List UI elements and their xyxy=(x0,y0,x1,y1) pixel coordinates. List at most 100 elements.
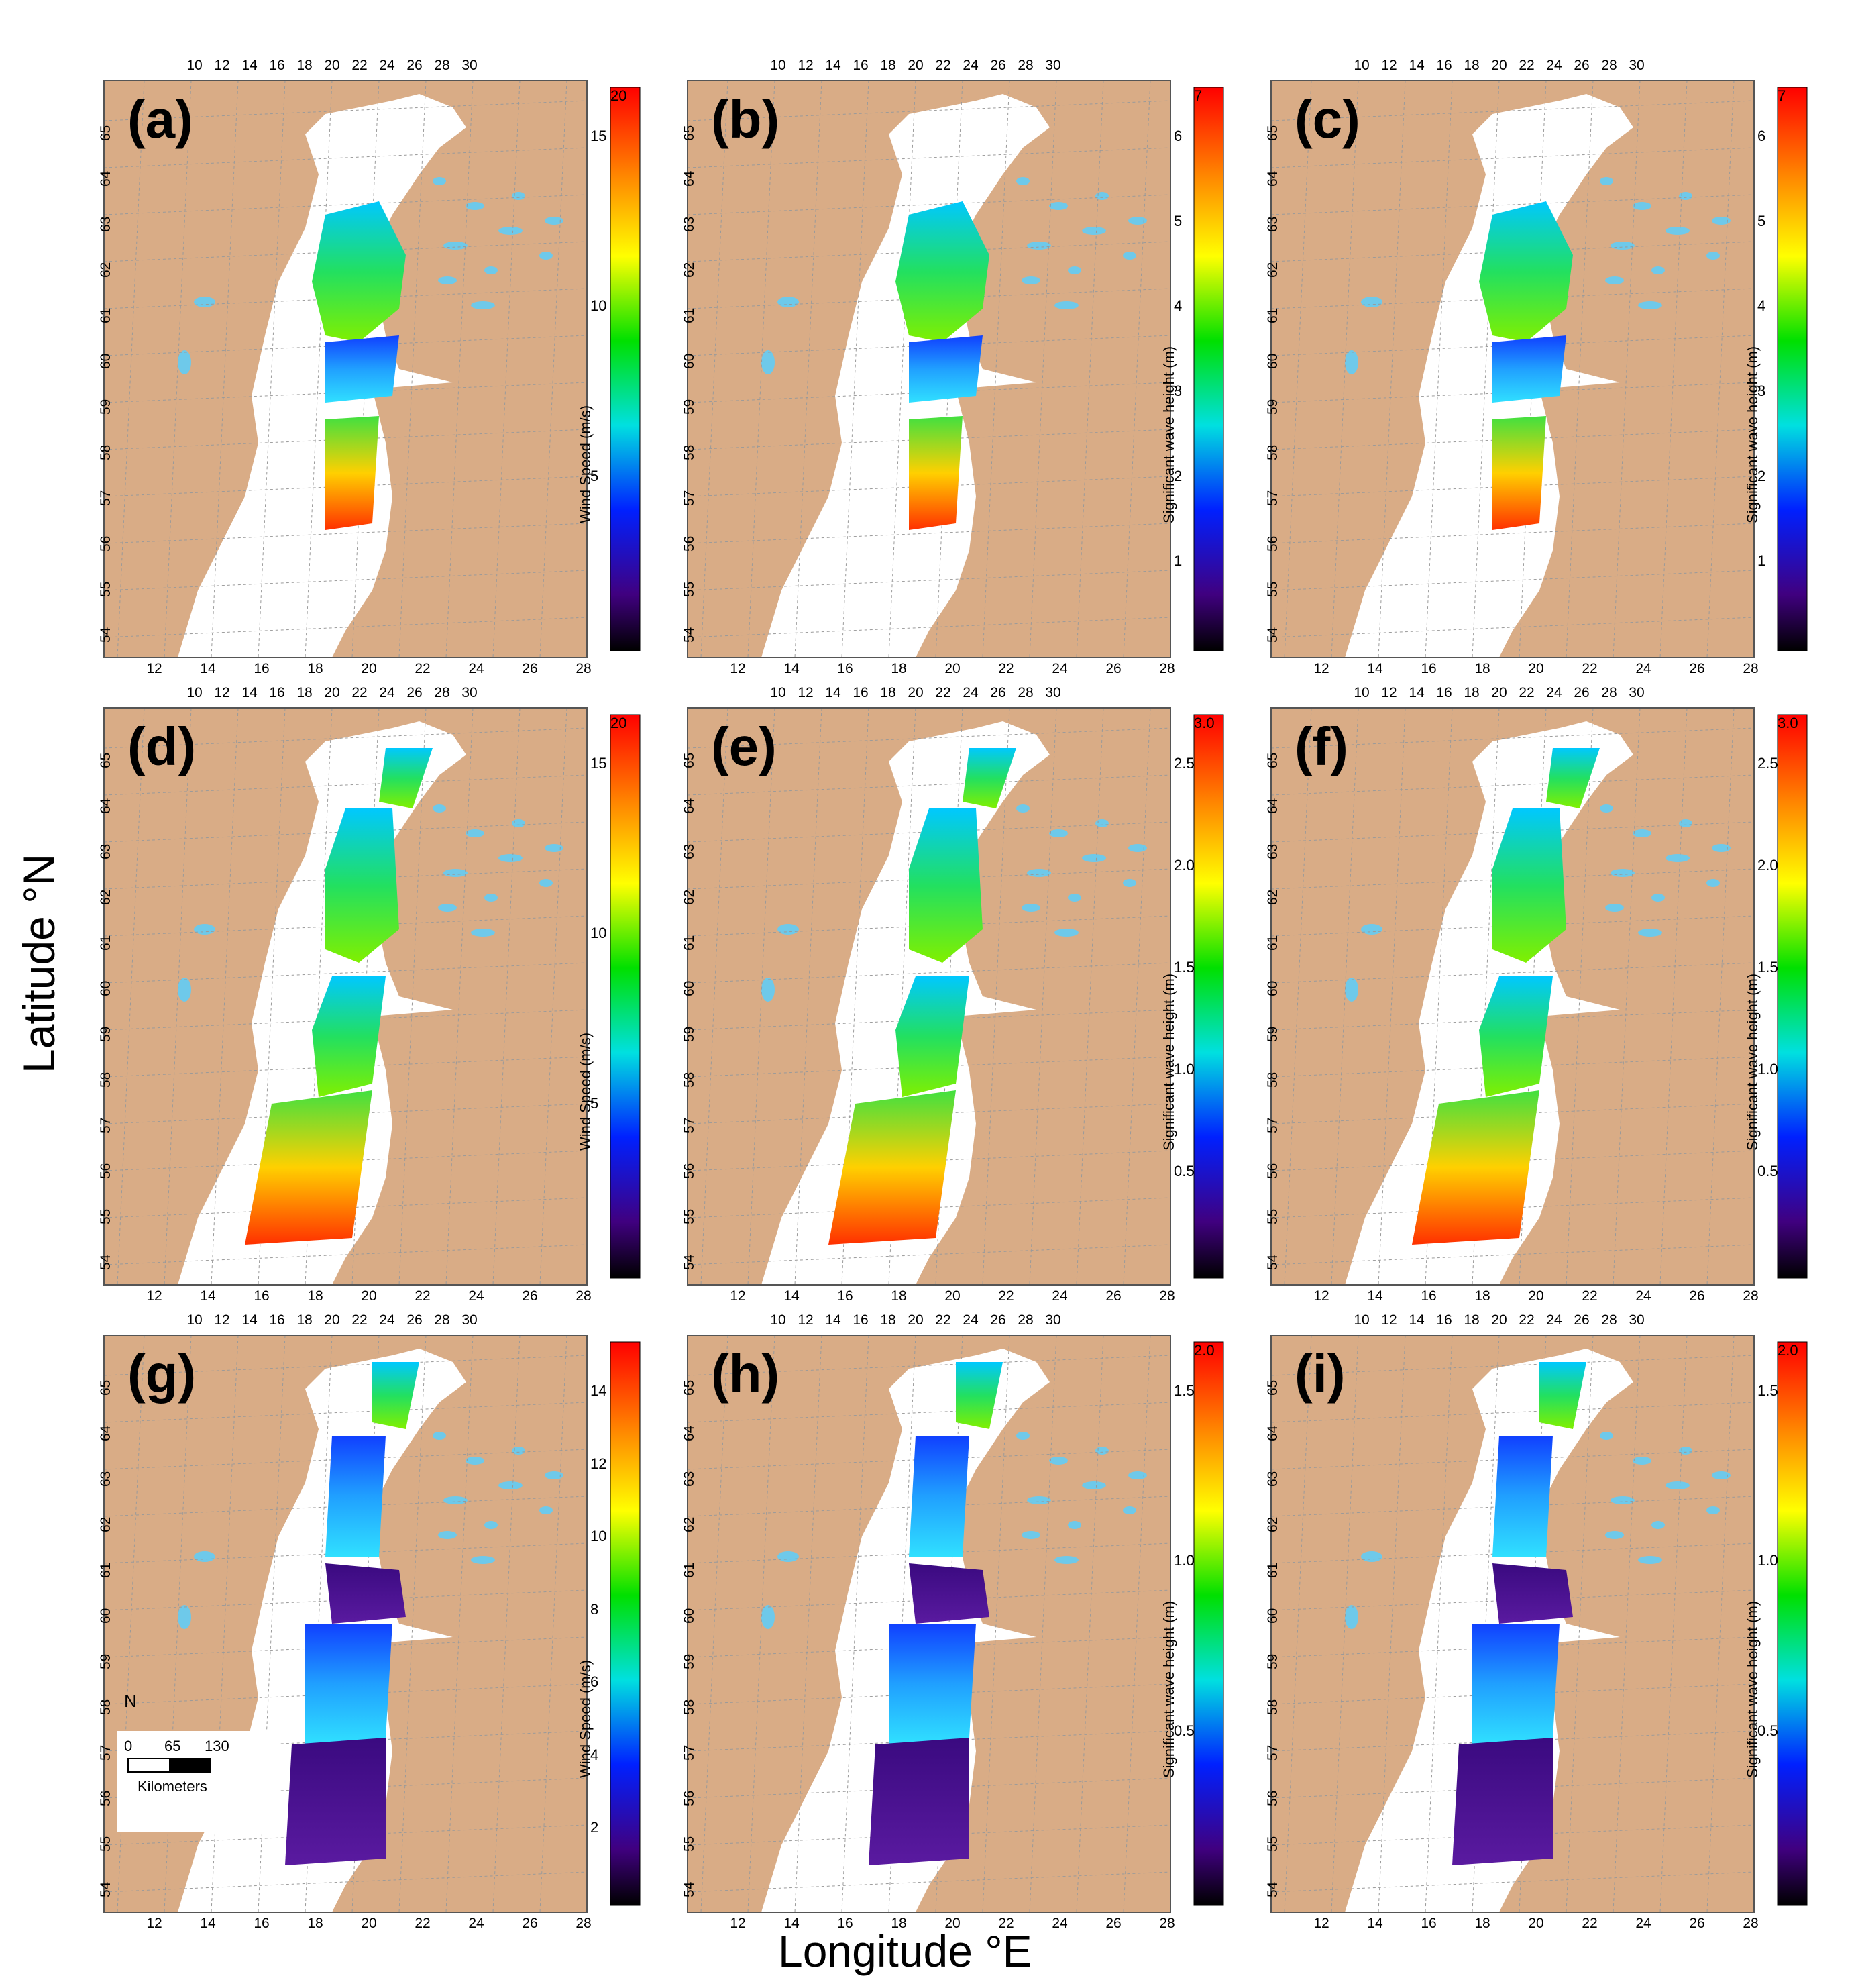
scale-bar: N 0 65 130 Kilometers xyxy=(117,1691,278,1832)
colorbar-tick: 4 xyxy=(590,1746,599,1763)
lon-tick-bottom: 28 xyxy=(576,1288,592,1304)
lat-tick: 56 xyxy=(98,1790,113,1806)
lon-tick-top: 24 xyxy=(1546,58,1562,73)
lon-tick-top: 10 xyxy=(186,685,203,700)
lon-tick-top: 14 xyxy=(1409,1312,1425,1328)
lake xyxy=(1651,894,1665,902)
lake xyxy=(1605,276,1624,284)
lon-tick-top: 26 xyxy=(406,1312,423,1328)
lon-tick-bottom: 18 xyxy=(1474,661,1490,676)
lake xyxy=(484,266,498,274)
lon-tick-bottom: 26 xyxy=(1105,661,1122,676)
colorbar xyxy=(1193,1341,1224,1906)
lake xyxy=(1049,829,1068,837)
lake xyxy=(1082,854,1106,862)
colorbar-tick: 4 xyxy=(1757,297,1766,315)
colorbar-tick: 1.5 xyxy=(1757,1382,1778,1399)
lat-tick: 63 xyxy=(98,843,113,859)
lat-tick: 62 xyxy=(1265,262,1280,278)
lake xyxy=(1095,1447,1109,1455)
lake xyxy=(1679,192,1692,200)
lon-tick-top: 30 xyxy=(1629,685,1645,700)
lat-tick: 55 xyxy=(98,1836,113,1852)
lon-tick-bottom: 20 xyxy=(1528,1288,1544,1304)
lon-tick-top: 30 xyxy=(461,58,478,73)
lake xyxy=(1638,301,1662,309)
lat-tick: 60 xyxy=(681,1608,697,1624)
lon-tick-top: 22 xyxy=(935,58,951,73)
lon-tick-bottom: 16 xyxy=(1421,1288,1437,1304)
lake xyxy=(438,1531,457,1539)
lon-tick-top: 22 xyxy=(1519,1312,1535,1328)
lon-tick-bottom: 16 xyxy=(837,661,853,676)
lon-tick-top: 28 xyxy=(1018,58,1034,73)
sar-swath xyxy=(1452,1738,1553,1865)
lat-tick: 54 xyxy=(1265,1254,1280,1270)
sar-swath xyxy=(963,748,1016,808)
lon-tick-bottom: 20 xyxy=(1528,1916,1544,1931)
lake xyxy=(194,1551,215,1562)
sar-swath xyxy=(1539,1362,1586,1429)
lake xyxy=(194,924,215,935)
lon-tick-top: 18 xyxy=(1464,685,1480,700)
sar-swath xyxy=(895,201,989,342)
sar-swath xyxy=(1492,1563,1573,1624)
lake xyxy=(512,819,525,827)
lat-tick: 54 xyxy=(681,1881,697,1897)
colorbar-tick: 14 xyxy=(590,1382,607,1399)
lat-tick: 60 xyxy=(98,1608,113,1624)
colorbar-max: 3.0 xyxy=(1194,715,1215,731)
lon-tick-top: 18 xyxy=(880,58,896,73)
lon-tick-bottom: 28 xyxy=(1159,661,1175,676)
lon-tick-top: 20 xyxy=(908,1312,924,1328)
colorbar-tick: 2.5 xyxy=(1174,755,1195,772)
map-svg xyxy=(1270,80,1808,658)
lon-tick-top: 26 xyxy=(990,685,1006,700)
map-svg xyxy=(103,80,641,658)
lon-tick-bottom: 28 xyxy=(1159,1916,1175,1931)
lon-tick-bottom: 14 xyxy=(200,1288,216,1304)
lake xyxy=(1095,819,1109,827)
lat-tick: 54 xyxy=(98,627,113,643)
lake xyxy=(1022,276,1040,284)
lon-tick-top: 26 xyxy=(406,58,423,73)
lat-tick: 57 xyxy=(1265,1744,1280,1761)
map-panel-a: (a) 20 15 10 5 Wind Speed (m/s) 10 12 14 16 18 20 22… xyxy=(98,54,691,676)
lat-tick: 55 xyxy=(1265,1208,1280,1224)
lake xyxy=(1016,804,1030,813)
lake xyxy=(1706,252,1720,260)
colorbar-title: Significant wave height (m) xyxy=(1744,1600,1761,1778)
colorbar-title: Significant wave height (m) xyxy=(1744,346,1761,523)
lat-tick: 65 xyxy=(681,125,697,141)
lake xyxy=(1638,1556,1662,1564)
lat-tick: 58 xyxy=(98,1699,113,1715)
lat-tick: 63 xyxy=(681,843,697,859)
lon-tick-bottom: 18 xyxy=(1474,1288,1490,1304)
lon-tick-bottom: 18 xyxy=(307,661,323,676)
lon-tick-bottom: 20 xyxy=(361,661,377,676)
lake xyxy=(1651,1521,1665,1529)
lat-tick: 58 xyxy=(681,1699,697,1715)
lake xyxy=(471,1556,495,1564)
lat-tick: 65 xyxy=(1265,752,1280,768)
lake xyxy=(466,202,484,210)
lon-tick-top: 20 xyxy=(908,58,924,73)
lake xyxy=(539,1506,553,1514)
lake xyxy=(1068,894,1081,902)
lon-tick-bottom: 20 xyxy=(1528,661,1544,676)
lon-tick-bottom: 24 xyxy=(1052,661,1068,676)
panel-label: (d) xyxy=(127,717,197,776)
colorbar-tick: 0.5 xyxy=(1174,1722,1195,1739)
lon-tick-bottom: 24 xyxy=(468,1288,484,1304)
colorbar-tick: 2 xyxy=(590,1819,599,1836)
lat-tick: 60 xyxy=(1265,353,1280,369)
colorbar-tick: 0.5 xyxy=(1174,1163,1195,1180)
lon-tick-top: 22 xyxy=(935,1312,951,1328)
lat-tick: 54 xyxy=(98,1881,113,1897)
colorbar-max: 7 xyxy=(1778,87,1786,104)
lake xyxy=(761,350,775,374)
lon-tick-bottom: 24 xyxy=(1635,1288,1651,1304)
lake xyxy=(1068,266,1081,274)
lon-tick-top: 18 xyxy=(1464,1312,1480,1328)
lat-tick: 57 xyxy=(681,1744,697,1761)
